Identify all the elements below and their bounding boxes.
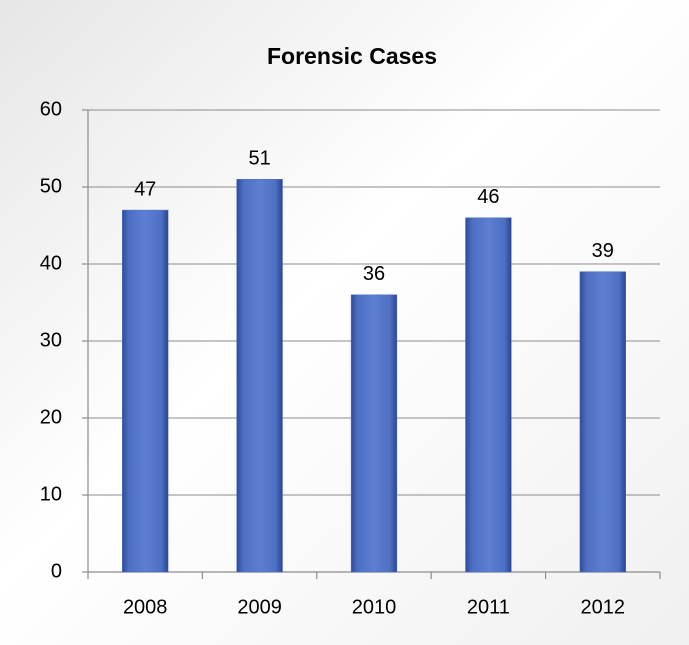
y-tick-label: 50 <box>40 175 62 197</box>
y-tick-label: 40 <box>40 252 62 274</box>
y-tick-label: 60 <box>40 98 62 120</box>
x-tick-label: 2008 <box>123 596 168 618</box>
bar <box>579 271 626 573</box>
x-tick-label: 2012 <box>581 596 626 618</box>
data-label: 39 <box>592 240 614 262</box>
y-tick-label: 10 <box>40 483 62 505</box>
bar <box>122 209 169 573</box>
y-tick-label: 20 <box>40 406 62 428</box>
data-label: 46 <box>477 186 499 208</box>
chart-title: Forensic Cases <box>267 43 437 69</box>
data-label: 47 <box>134 178 156 200</box>
y-tick-label: 30 <box>40 329 62 351</box>
bar <box>236 179 283 573</box>
x-tick-label: 2011 <box>467 596 510 618</box>
data-label: 51 <box>248 148 270 170</box>
bar <box>350 294 398 573</box>
bar <box>465 217 512 573</box>
data-label: 36 <box>363 263 385 285</box>
y-tick-label: 0 <box>51 560 62 582</box>
x-tick-label: 2009 <box>237 596 282 618</box>
x-tick-label: 2010 <box>352 596 397 618</box>
plot-area: 0 10 20 30 40 50 60 2008 47 2009 51 2010 36 2011 46 201… <box>40 98 661 618</box>
